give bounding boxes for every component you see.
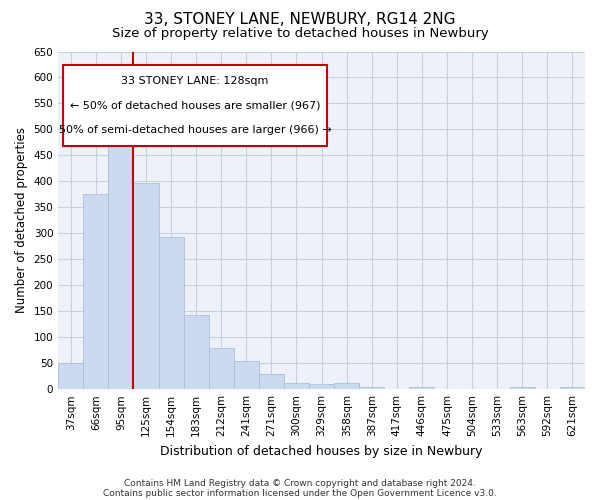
Bar	[133, 183, 158, 389]
Bar	[83, 194, 109, 389]
Text: Contains HM Land Registry data © Crown copyright and database right 2024.: Contains HM Land Registry data © Crown c…	[124, 478, 476, 488]
Y-axis label: Number of detached properties: Number of detached properties	[15, 128, 28, 314]
Bar	[184, 316, 209, 389]
Text: Contains public sector information licensed under the Open Government Licence v3: Contains public sector information licen…	[103, 488, 497, 498]
Text: 33 STONEY LANE: 128sqm: 33 STONEY LANE: 128sqm	[121, 76, 269, 86]
Bar	[510, 386, 535, 389]
Text: ← 50% of detached houses are smaller (967): ← 50% of detached houses are smaller (96…	[70, 100, 320, 110]
Text: Size of property relative to detached houses in Newbury: Size of property relative to detached ho…	[112, 28, 488, 40]
Bar	[359, 386, 385, 389]
Bar	[334, 383, 359, 389]
Bar	[409, 386, 434, 389]
Bar	[58, 363, 83, 389]
Bar	[158, 238, 184, 389]
Bar	[284, 383, 309, 389]
FancyBboxPatch shape	[64, 65, 327, 146]
Bar	[560, 386, 585, 389]
Text: 33, STONEY LANE, NEWBURY, RG14 2NG: 33, STONEY LANE, NEWBURY, RG14 2NG	[144, 12, 456, 28]
Bar	[234, 361, 259, 389]
Bar	[209, 348, 234, 389]
X-axis label: Distribution of detached houses by size in Newbury: Distribution of detached houses by size …	[160, 444, 483, 458]
Text: 50% of semi-detached houses are larger (966) →: 50% of semi-detached houses are larger (…	[59, 125, 332, 135]
Bar	[109, 123, 133, 389]
Bar	[259, 374, 284, 389]
Bar	[309, 384, 334, 389]
